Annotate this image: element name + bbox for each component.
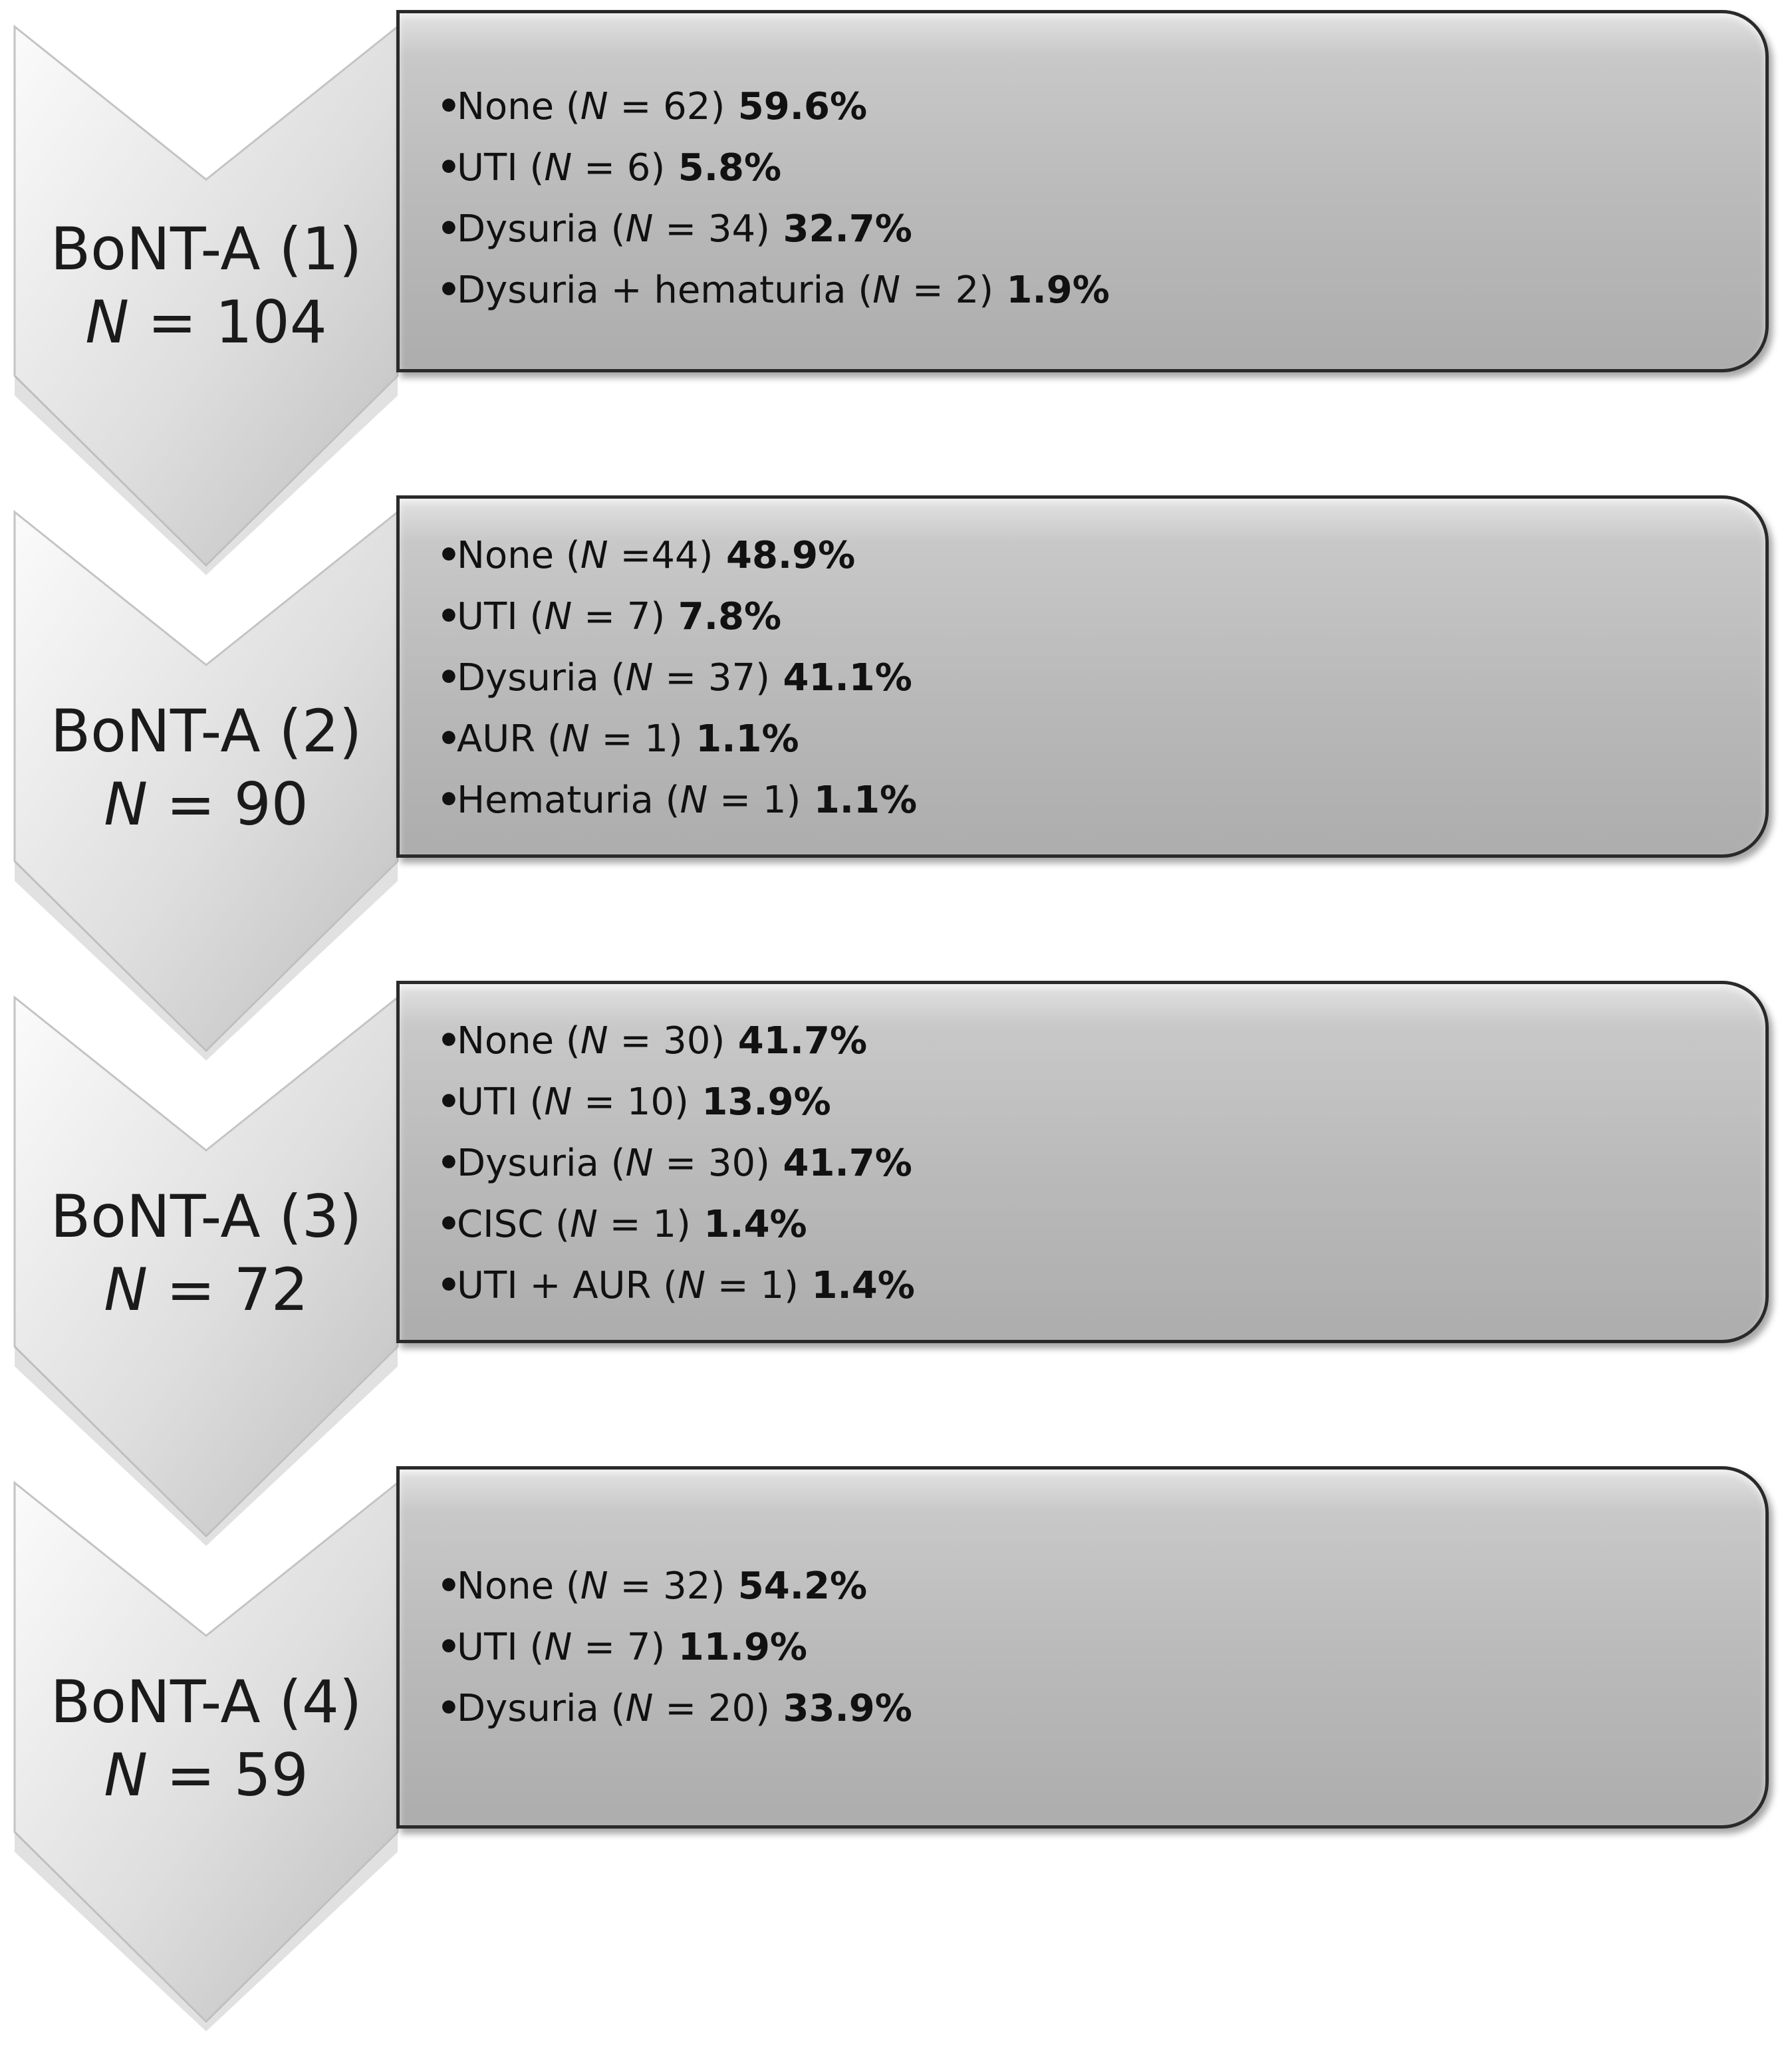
outcome-item: •UTI + AUR (N = 1) 1.4% — [437, 1264, 915, 1307]
stage-1-title: BoNT-A (1) — [50, 215, 362, 283]
stage-4-chevron — [13, 1480, 399, 2031]
stage-4-title: BoNT-A (4) — [50, 1668, 362, 1736]
stage-2-n: N = 90 — [104, 770, 309, 838]
stage-1-chevron — [13, 24, 399, 575]
stage-3-outcomes-list: •None (N = 30) 41.7% •UTI (N = 10) 13.9%… — [437, 1011, 915, 1317]
stage-2: BoNT-A (2) N = 90 •None (N =44) 48.9% •U… — [0, 495, 1792, 1061]
outcome-item: •AUR (N = 1) 1.1% — [437, 717, 799, 761]
outcome-item: •None (N = 62) 59.6% — [437, 85, 868, 128]
stage-2-title: BoNT-A (2) — [50, 697, 362, 765]
outcome-item: •UTI (N = 7) 7.8% — [437, 595, 782, 638]
stage-2-chevron — [13, 509, 399, 1061]
outcome-item: •None (N = 30) 41.7% — [437, 1019, 868, 1063]
outcome-item: •Hematuria (N = 1) 1.1% — [437, 779, 918, 822]
stage-3-n: N = 72 — [104, 1255, 309, 1324]
stage-2-label: BoNT-A (2) N = 90 — [20, 695, 392, 841]
stage-1-outcomes-box: •None (N = 62) 59.6% •UTI (N = 6) 5.8% •… — [396, 10, 1769, 372]
outcome-item: •UTI (N = 7) 11.9% — [437, 1626, 808, 1669]
outcome-item: •None (N =44) 48.9% — [437, 534, 856, 577]
stage-3-chevron — [13, 995, 399, 1546]
stage-1: BoNT-A (1) N = 104 •None (N = 62) 59.6% … — [0, 10, 1792, 575]
stage-4-outcomes-list: •None (N = 32) 54.2% •UTI (N = 7) 11.9% … — [437, 1556, 912, 1739]
stage-4-n: N = 59 — [104, 1741, 309, 1809]
outcome-item: •Dysuria (N = 34) 32.7% — [437, 207, 912, 251]
stage-3-label: BoNT-A (3) N = 72 — [20, 1180, 392, 1327]
outcome-item: •None (N = 32) 54.2% — [437, 1565, 868, 1608]
stage-4-label: BoNT-A (4) N = 59 — [20, 1666, 392, 1812]
outcome-item: •UTI (N = 6) 5.8% — [437, 146, 782, 190]
outcome-item: •Dysuria (N = 30) 41.7% — [437, 1142, 912, 1185]
stage-2-outcomes-box: •None (N =44) 48.9% •UTI (N = 7) 7.8% •D… — [396, 495, 1769, 858]
stage-2-outcomes-list: •None (N =44) 48.9% •UTI (N = 7) 7.8% •D… — [437, 525, 917, 831]
stage-4: BoNT-A (4) N = 59 •None (N = 32) 54.2% •… — [0, 1466, 1792, 2031]
stage-3-title: BoNT-A (3) — [50, 1182, 362, 1251]
stage-4-outcomes-box: •None (N = 32) 54.2% •UTI (N = 7) 11.9% … — [396, 1466, 1769, 1829]
outcome-item: •Dysuria (N = 20) 33.9% — [437, 1687, 912, 1730]
stage-1-n: N = 104 — [85, 288, 327, 356]
outcome-item: •Dysuria + hematuria (N = 2) 1.9% — [437, 269, 1110, 312]
stage-1-outcomes-list: •None (N = 62) 59.6% •UTI (N = 6) 5.8% •… — [437, 76, 1110, 321]
outcome-item: •UTI (N = 10) 13.9% — [437, 1081, 831, 1124]
stage-1-label: BoNT-A (1) N = 104 — [20, 213, 392, 359]
stage-3: BoNT-A (3) N = 72 •None (N = 30) 41.7% •… — [0, 981, 1792, 1546]
outcome-item: •Dysuria (N = 37) 41.1% — [437, 656, 912, 700]
stage-3-outcomes-box: •None (N = 30) 41.7% •UTI (N = 10) 13.9%… — [396, 981, 1769, 1343]
outcome-item: •CISC (N = 1) 1.4% — [437, 1203, 807, 1246]
